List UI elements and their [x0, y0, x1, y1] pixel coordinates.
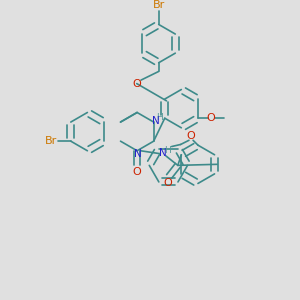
Text: O: O: [164, 178, 172, 188]
Text: O: O: [186, 131, 195, 141]
Text: O: O: [133, 167, 142, 177]
Text: N: N: [134, 149, 142, 159]
Text: O: O: [132, 79, 141, 88]
Text: N: N: [152, 116, 159, 126]
Text: H: H: [157, 113, 163, 122]
Text: Br: Br: [153, 0, 165, 10]
Text: O: O: [207, 113, 215, 123]
Text: Br: Br: [44, 136, 57, 146]
Text: N: N: [159, 148, 167, 158]
Text: H: H: [164, 146, 171, 154]
